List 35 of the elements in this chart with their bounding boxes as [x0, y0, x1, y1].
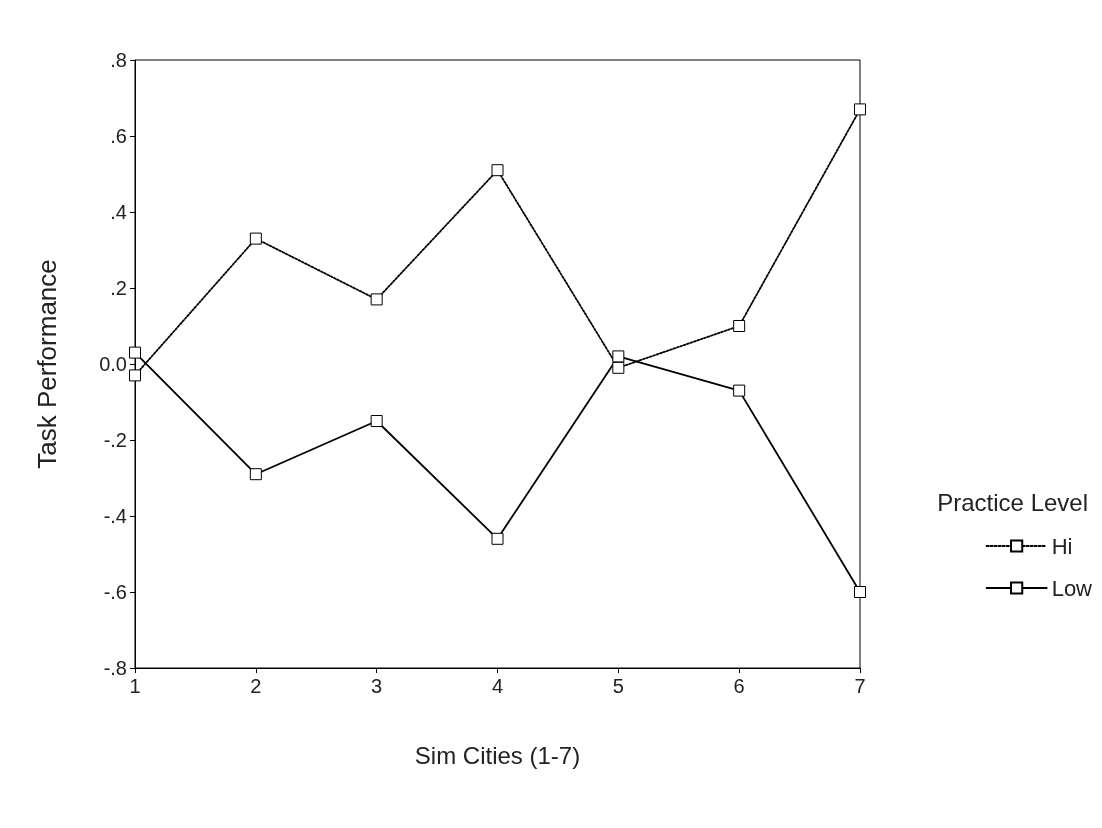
y-tick-label: .8 [110, 49, 127, 71]
x-tick-label: 7 [854, 675, 866, 697]
x-tick-label: 6 [733, 675, 745, 697]
point [129, 369, 141, 382]
point [129, 346, 141, 359]
legend-label: Low [1051, 575, 1093, 601]
x-tick-label: 3 [371, 675, 383, 697]
point [612, 361, 625, 374]
y-tick-label: .2 [110, 277, 127, 299]
x-tick-label: 5 [612, 675, 624, 697]
y-tick-label: -.4 [103, 505, 127, 527]
y-axis-title: Task Performance [32, 259, 62, 469]
point [854, 586, 866, 598]
y-tick-label: .4 [110, 201, 127, 223]
point [733, 320, 746, 332]
point [491, 164, 504, 177]
point [854, 103, 866, 116]
y-tick-label: -.8 [103, 657, 127, 679]
point [612, 350, 625, 363]
y-tick-label: -.2 [103, 429, 127, 451]
y-tick-label: -.6 [103, 581, 127, 603]
point [370, 293, 383, 306]
point [733, 384, 746, 397]
point [249, 232, 262, 245]
x-tick-label: 1 [129, 675, 141, 697]
y-tick-label: 0.0 [99, 353, 127, 375]
x-axis-title: Sim Cities (1-7) [414, 741, 581, 769]
y-tick-label: .6 [110, 125, 127, 147]
legend-label: Hi [1051, 533, 1073, 559]
legend-title: Practice Level [937, 488, 1089, 516]
point [370, 415, 383, 427]
point [491, 532, 504, 545]
x-tick-label: 4 [491, 675, 504, 697]
point [249, 468, 262, 481]
x-tick-label: 2 [250, 675, 262, 697]
